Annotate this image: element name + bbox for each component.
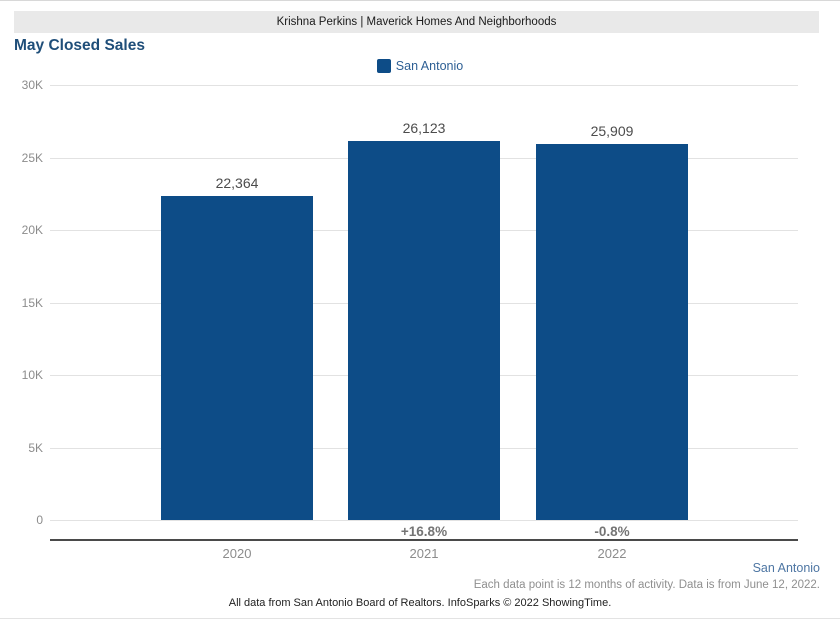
attribution-note: All data from San Antonio Board of Realt… (228, 597, 612, 609)
data-note: Each data point is 12 months of activity… (473, 579, 820, 591)
bar-value-2022: 25,909 (590, 123, 634, 139)
chart-legend: San Antonio (0, 58, 840, 74)
top-border (0, 0, 840, 1)
y-axis-tick-30K: 30K (21, 78, 43, 92)
y-axis-tick-20K: 20K (21, 223, 43, 237)
x-axis-label-2020: 2020 (222, 546, 252, 561)
x-axis-label-2022: 2022 (597, 546, 627, 561)
y-axis-tick-0: 0 (36, 513, 43, 527)
bar-value-2020: 22,364 (215, 175, 259, 191)
y-axis-tick-10K: 10K (21, 368, 43, 382)
agent-banner: Krishna Perkins | Maverick Homes And Nei… (14, 11, 819, 33)
x-axis-label-2021: 2021 (409, 546, 439, 561)
agent-banner-text: Krishna Perkins | Maverick Homes And Nei… (276, 16, 557, 28)
bar-2020[interactable] (161, 196, 313, 520)
bottom-border (0, 618, 840, 619)
legend-swatch-icon (376, 59, 391, 73)
y-axis-tick-25K: 25K (21, 150, 43, 165)
pct-change-2022: -0.8% (594, 524, 630, 539)
gridline-0 (50, 520, 798, 521)
y-axis-tick-5K: 5K (28, 440, 43, 455)
gridline-30K (50, 85, 798, 86)
bar-2021[interactable] (348, 141, 500, 520)
bar-2022[interactable] (536, 144, 688, 520)
pct-change-2021: +16.8% (400, 524, 448, 539)
x-axis-line (50, 539, 798, 541)
y-axis-tick-15K: 15K (21, 295, 43, 310)
chart-title: May Closed Sales (14, 37, 145, 54)
region-footnote: San Antonio (752, 561, 820, 575)
bar-value-2021: 26,123 (402, 120, 446, 136)
legend-label: San Antonio (395, 59, 464, 73)
